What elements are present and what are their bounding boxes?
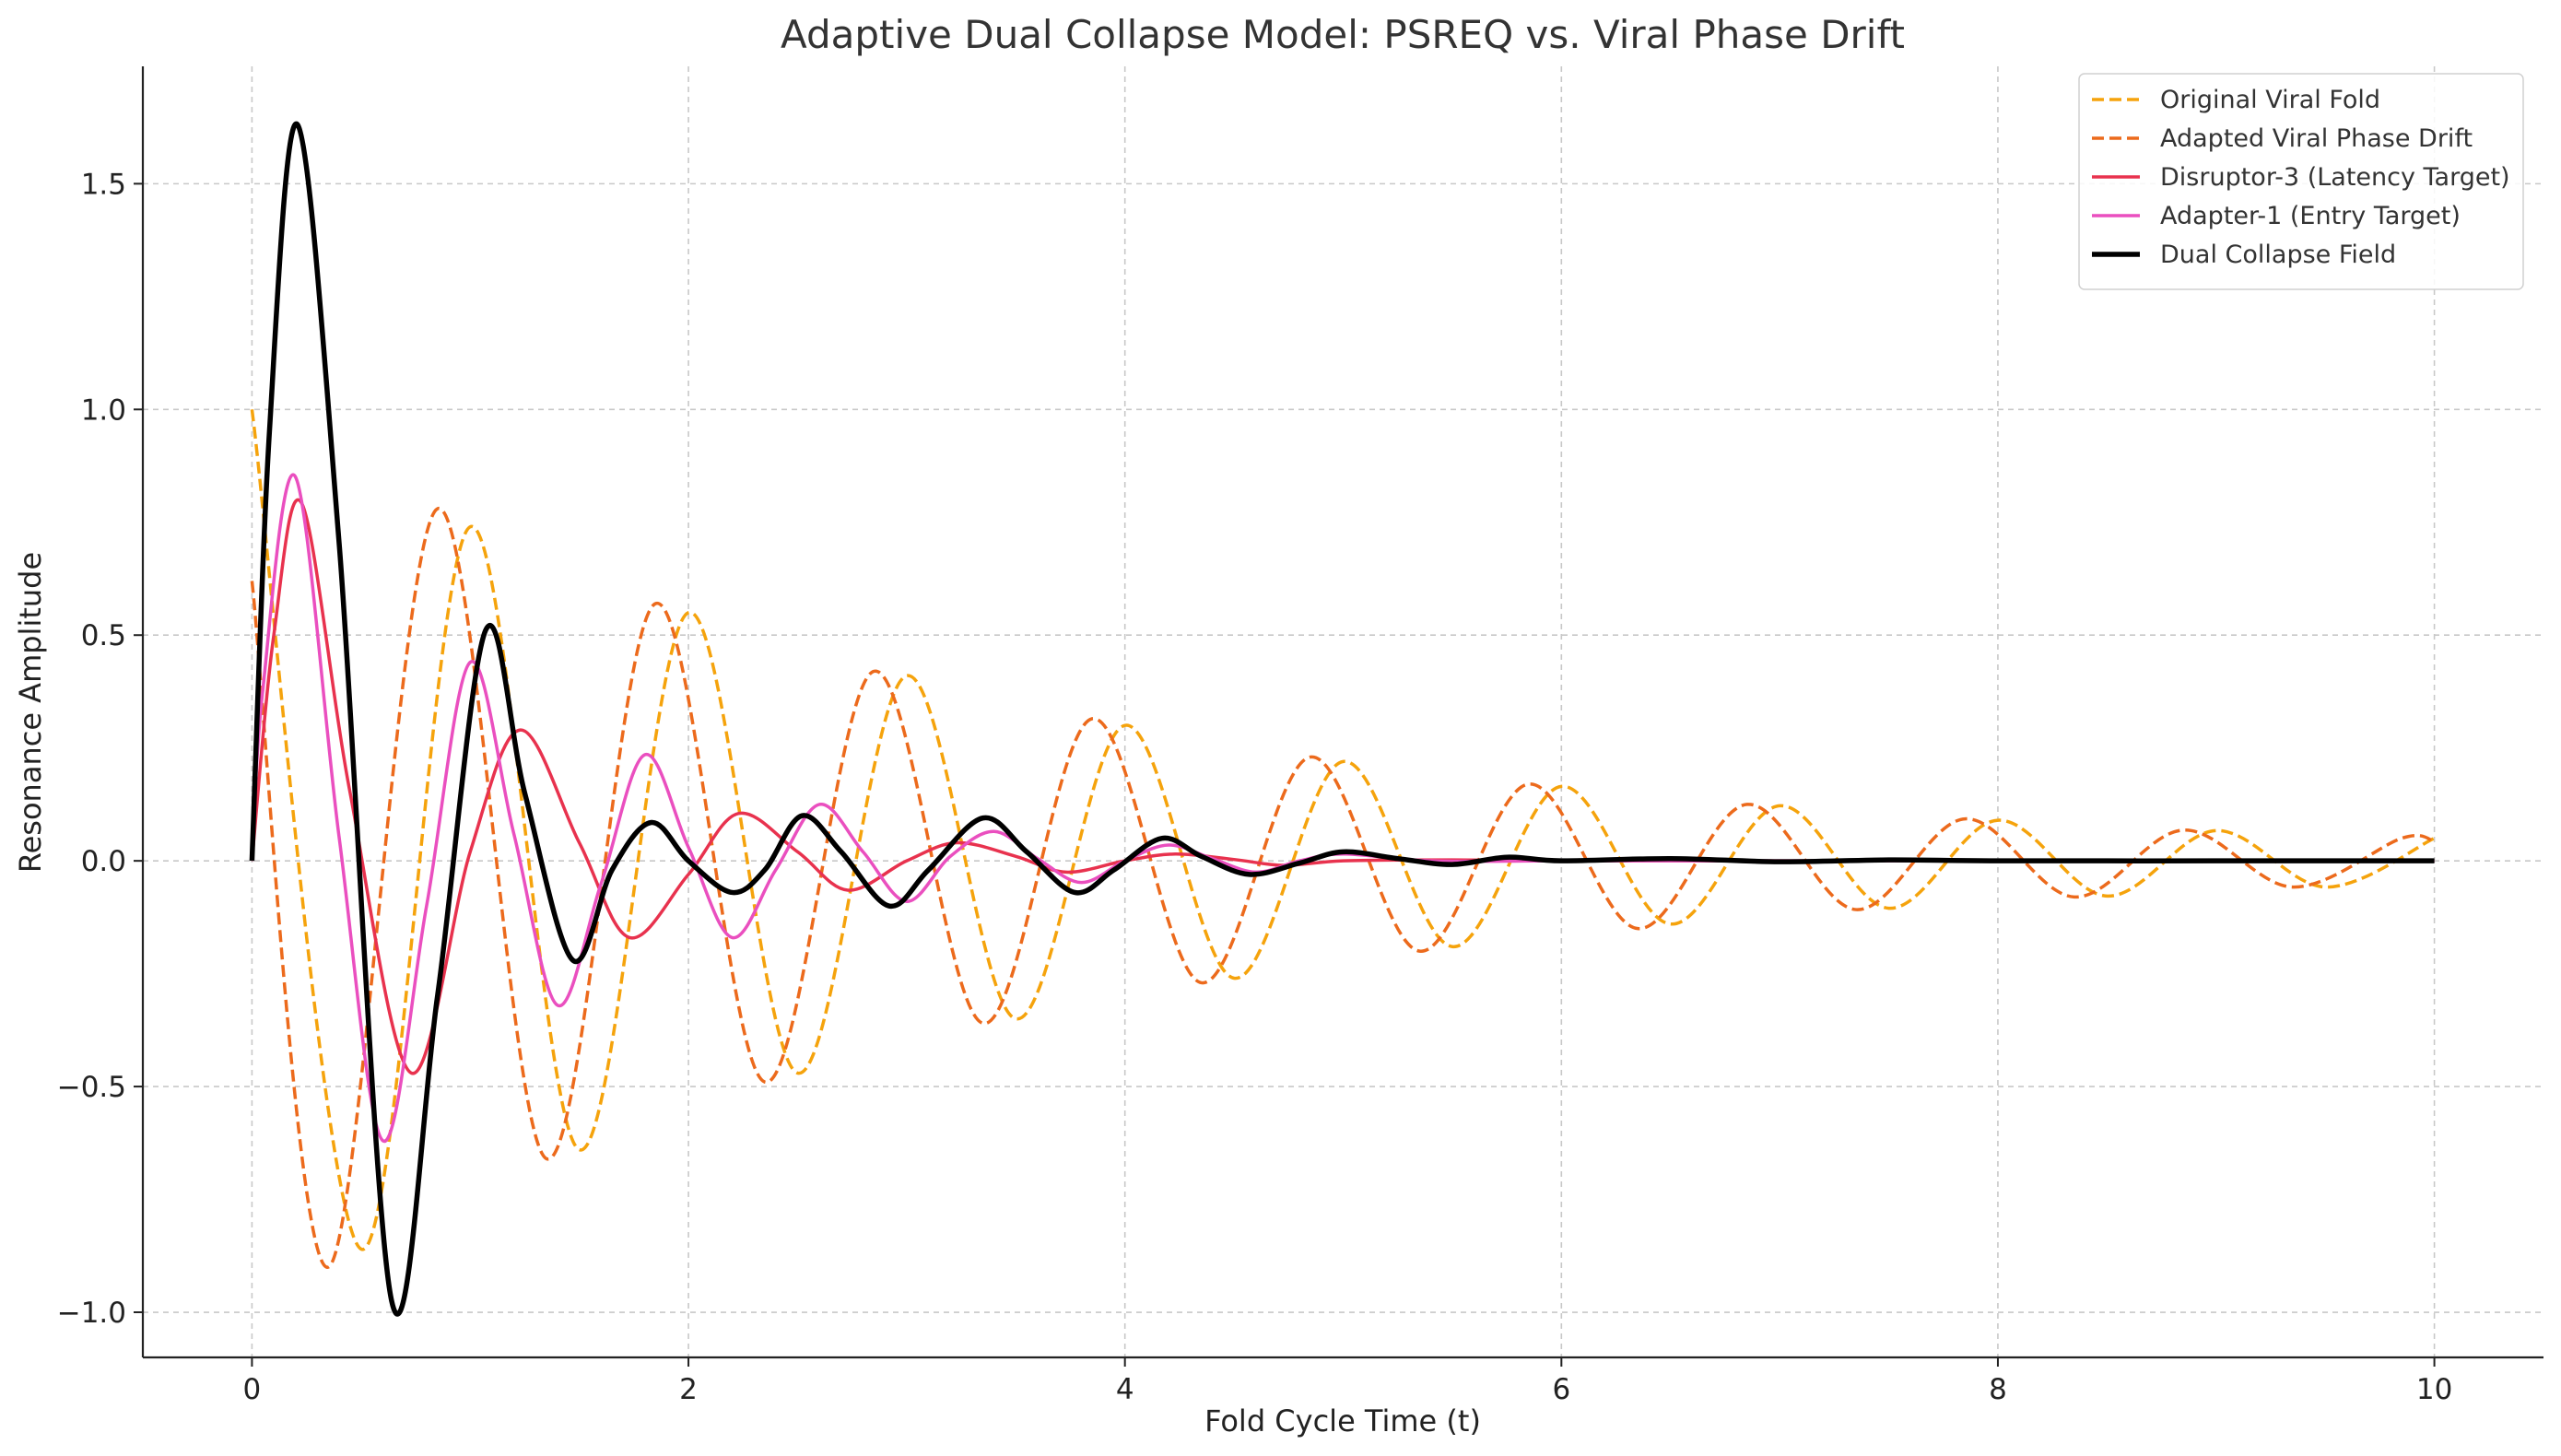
legend-entry-label: Dual Collapse Field	[2160, 241, 2396, 269]
legend-entry-label: Disruptor-3 (Latency Target)	[2160, 163, 2510, 192]
y-tick-label: 1.5	[81, 168, 126, 201]
legend-entry-label: Adapter-1 (Entry Target)	[2160, 202, 2461, 230]
x-tick-label: 2	[679, 1373, 698, 1406]
x-axis-label: Fold Cycle Time (t)	[1204, 1403, 1481, 1438]
legend-entry-label: Adapted Viral Phase Drift	[2160, 124, 2473, 153]
series-line-adapter-1-entry-target	[250, 473, 2435, 1143]
y-tick-label: −0.5	[57, 1071, 126, 1104]
x-tick-label: 6	[1552, 1373, 1570, 1406]
y-axis-label: Resonance Amplitude	[13, 552, 48, 873]
y-tick-label: −1.0	[57, 1297, 126, 1330]
series-line-disruptor-3-latency-target	[250, 498, 2435, 1075]
series-line-dual-collapse-field	[249, 121, 2435, 1317]
legend-frame	[2078, 73, 2524, 290]
plot-area	[249, 121, 2436, 1317]
chart-title: Adaptive Dual Collapse Model: PSREQ vs. …	[781, 12, 1905, 57]
series-line-original-viral-fold	[250, 409, 2436, 1251]
x-tick-label: 8	[1989, 1373, 2007, 1406]
axes	[141, 66, 2543, 1359]
ticks: 0 2 4 6 8 10 −1.0 −0.5 0.0 0.5 1.0 1.5	[57, 168, 2453, 1406]
x-tick-label: 10	[2416, 1373, 2452, 1406]
y-tick-label: 0.5	[81, 619, 126, 652]
y-tick-label: 0.0	[81, 845, 126, 878]
y-tick-label: 1.0	[81, 393, 126, 427]
x-tick-label: 4	[1116, 1373, 1134, 1406]
series-line-adapted-viral-phase-drift	[250, 507, 2436, 1269]
x-tick-label: 0	[243, 1373, 262, 1406]
legend-entry-label: Original Viral Fold	[2160, 86, 2380, 114]
legend: Original Viral Fold Adapted Viral Phase D…	[2078, 73, 2524, 290]
